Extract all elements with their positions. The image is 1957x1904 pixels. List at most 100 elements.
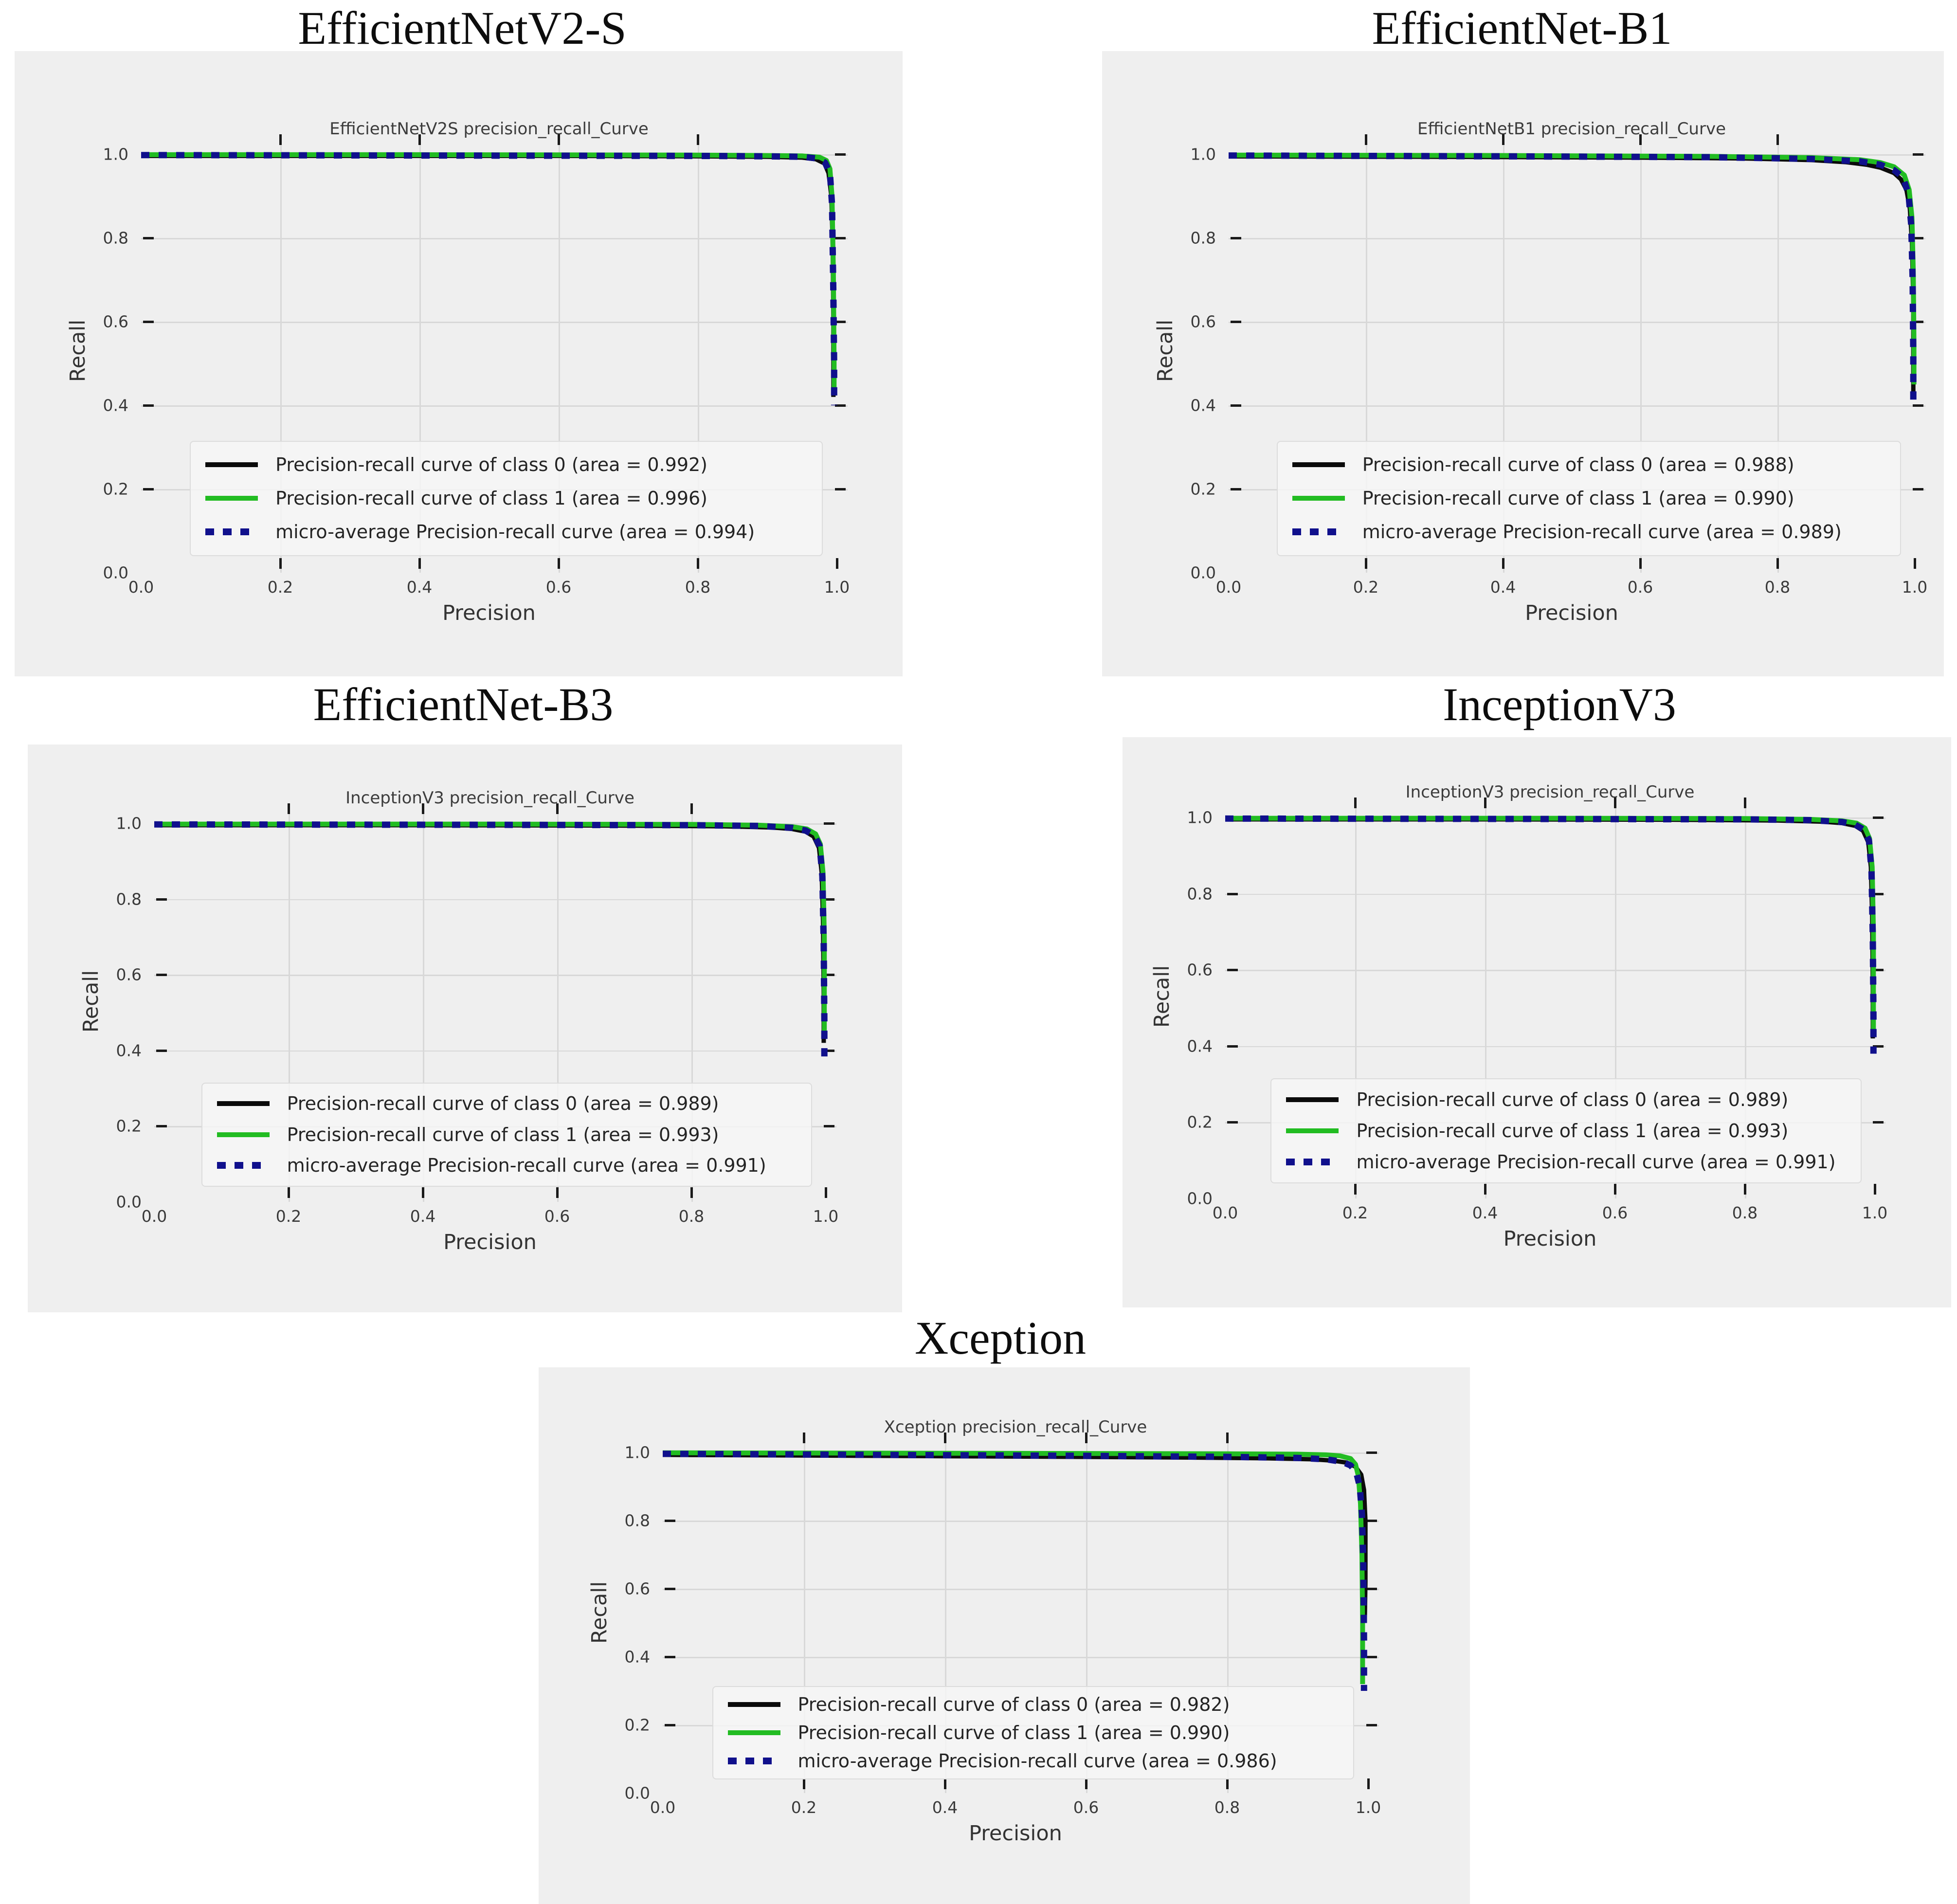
y-tick-label: 0.6: [1190, 312, 1216, 331]
outer-title-xception: Xception: [915, 1312, 1086, 1364]
legend-swatch-class0: [1292, 462, 1345, 468]
x-tick-bottom: [422, 1187, 424, 1198]
legend-row: Precision-recall curve of class 0 (area …: [217, 1093, 812, 1114]
legend-efficientnet-b3: Precision-recall curve of class 0 (area …: [201, 1082, 813, 1187]
x-axis-label: Precision: [969, 1821, 1062, 1846]
x-tick-label: 0.6: [1602, 1203, 1628, 1222]
legend-label: Precision-recall curve of class 1 (area …: [287, 1124, 719, 1145]
y-tick-left: [1231, 321, 1241, 323]
gridline-horizontal: [1225, 893, 1885, 895]
curve-class0: [663, 1452, 1368, 1623]
x-tick-bottom: [288, 1187, 290, 1198]
x-tick-bottom: [279, 558, 282, 569]
x-tick-top: [690, 803, 693, 814]
x-tick-bottom: [836, 558, 838, 569]
x-tick-top: [1226, 1433, 1229, 1443]
y-tick-label: 0.6: [116, 965, 142, 984]
legend-swatch-micro-average: [1292, 528, 1345, 536]
legend-label: Precision-recall curve of class 1 (area …: [1356, 1120, 1789, 1142]
gridline-vertical: [804, 1440, 805, 1793]
x-tick-bottom: [1502, 558, 1504, 569]
y-tick-left: [665, 1656, 675, 1658]
x-tick-label: 0.2: [1353, 578, 1379, 597]
gridline-vertical: [423, 811, 424, 1202]
y-tick-label: 0.2: [1190, 479, 1216, 499]
y-tick-left: [1227, 1121, 1238, 1124]
y-tick-right: [824, 1125, 834, 1128]
y-tick-label: 0.4: [1187, 1036, 1213, 1056]
y-tick-right: [824, 974, 834, 977]
curve-class1: [1225, 816, 1876, 1031]
x-tick-label: 0.6: [1627, 578, 1653, 597]
y-axis-label: Recall: [79, 970, 103, 1033]
gridline-horizontal: [1229, 238, 1925, 239]
inner-title-efficientnet-b1: EfficientNetB1 precision_recall_Curve: [1417, 119, 1726, 139]
x-tick-label: 0.2: [1342, 1203, 1368, 1222]
y-tick-left: [143, 321, 154, 323]
pr-curves-xception: [663, 1450, 1368, 1691]
legend-swatch-micro-average: [205, 528, 258, 536]
outer-title-inceptionv3: InceptionV3: [1443, 678, 1676, 730]
outer-title-efficientnet-b1: EfficientNet-B1: [1372, 2, 1672, 54]
x-tick-top: [422, 803, 424, 814]
legend-row: micro-average Precision-recall curve (ar…: [1292, 521, 1900, 543]
legend-label: micro-average Precision-recall curve (ar…: [1362, 521, 1842, 543]
x-tick-top: [1354, 798, 1357, 808]
gridline-vertical: [1086, 1440, 1087, 1793]
y-tick-label: 0.8: [116, 889, 142, 909]
y-tick-label: 0.0: [103, 563, 128, 582]
curve-micro-average: [1225, 815, 1877, 1054]
legend-row: micro-average Precision-recall curve (ar…: [727, 1750, 1354, 1772]
y-tick-right: [1873, 892, 1884, 895]
inner-title-efficientnetv2-s: EfficientNetV2S precision_recall_Curve: [329, 119, 649, 139]
y-tick-right: [1873, 969, 1884, 972]
gridline-horizontal: [141, 322, 848, 323]
x-tick-label: 0.0: [650, 1798, 676, 1817]
x-tick-label: 1.0: [1355, 1798, 1381, 1817]
gridline-vertical: [1227, 1440, 1229, 1793]
legend-swatch-micro-average: [727, 1757, 780, 1764]
y-axis-label: Recall: [587, 1581, 612, 1644]
x-tick-top: [558, 134, 560, 145]
inner-title-xception: Xception precision_recall_Curve: [884, 1417, 1147, 1437]
gridline-vertical: [1503, 142, 1504, 573]
y-tick-right: [1873, 1045, 1884, 1048]
y-tick-left: [665, 1520, 675, 1522]
y-tick-right: [1366, 1588, 1377, 1590]
x-tick-label: 0.4: [410, 1207, 436, 1226]
x-tick-label: 0.0: [1212, 1203, 1238, 1222]
pr-curves-efficientnetv2-s: [141, 152, 837, 405]
curve-micro-average: [663, 1451, 1367, 1691]
gridline-horizontal: [154, 1050, 836, 1052]
gridline-vertical: [691, 811, 693, 1202]
x-tick-bottom: [1365, 558, 1367, 569]
y-tick-left: [156, 1049, 167, 1052]
x-tick-bottom: [1614, 1184, 1616, 1195]
legend-row: micro-average Precision-recall curve (ar…: [205, 521, 822, 543]
x-tick-top: [556, 803, 559, 814]
gridline-horizontal: [1225, 1046, 1885, 1048]
x-axis-label: Precision: [442, 601, 536, 625]
legend-row: micro-average Precision-recall curve (ar…: [1286, 1151, 1861, 1173]
x-tick-bottom: [697, 558, 699, 569]
legend-row: micro-average Precision-recall curve (ar…: [217, 1155, 812, 1176]
curve-class0: [1229, 154, 1916, 397]
gridline-horizontal: [141, 238, 848, 239]
y-tick-right: [1913, 404, 1923, 407]
gridline-vertical: [698, 142, 699, 573]
curve-class0: [154, 823, 826, 1043]
legend-label: Precision-recall curve of class 0 (area …: [275, 454, 707, 476]
x-tick-bottom: [1354, 1184, 1357, 1195]
y-tick-left: [143, 488, 154, 490]
y-tick-right: [1366, 1451, 1377, 1454]
x-tick-bottom: [556, 1187, 559, 1198]
y-tick-right: [1366, 1656, 1377, 1658]
y-tick-left: [665, 1588, 675, 1590]
x-tick-top: [1484, 798, 1486, 808]
legend-label: Precision-recall curve of class 1 (area …: [797, 1722, 1230, 1743]
y-tick-label: 0.8: [624, 1511, 650, 1530]
y-tick-right: [835, 404, 846, 407]
y-tick-right: [835, 153, 846, 156]
y-tick-right: [824, 898, 834, 901]
curve-micro-average: [1229, 152, 1917, 405]
